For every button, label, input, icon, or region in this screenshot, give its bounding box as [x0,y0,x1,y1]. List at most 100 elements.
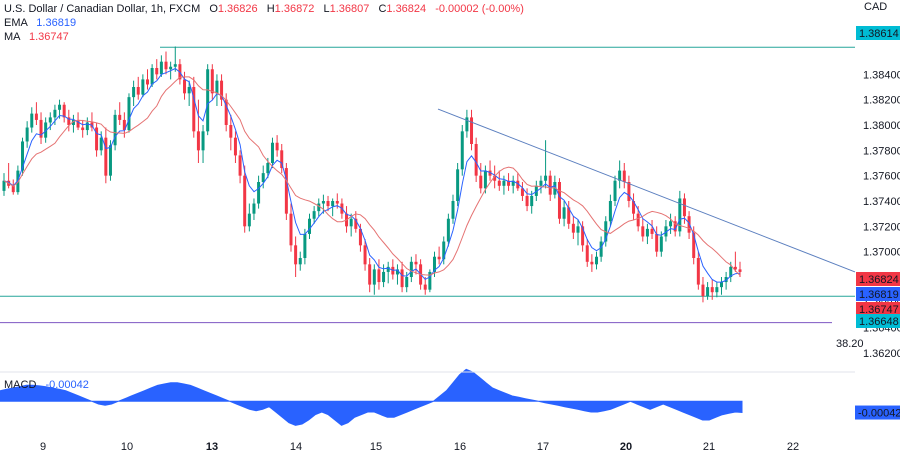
candle [655,226,659,257]
candle [187,80,191,106]
candle [141,74,145,98]
candle [502,175,506,195]
candle [238,150,242,184]
ma-value: 1.36747 [28,31,69,43]
candle-body [187,87,191,94]
candle-body [497,180,501,186]
low-label: L [323,3,330,15]
candle-body [632,201,636,214]
candle [442,236,446,265]
candle-body [81,127,85,131]
candle [377,259,381,290]
price-tag-bg [856,314,900,328]
candle-body [122,119,126,131]
candle-body [294,245,298,265]
candle-body [382,271,386,283]
candle [280,144,284,174]
candle-body [354,218,358,229]
candle [571,216,575,239]
price-tag: 1.36824 [856,272,900,286]
candle [136,76,140,100]
candle-body [636,213,640,227]
candle-body [595,256,599,265]
candle-body [280,150,284,169]
candle-body [729,266,733,277]
candle-body [257,182,261,204]
candle-body [372,269,376,285]
candle-body [659,236,663,252]
candle-body [284,168,288,214]
candle [275,135,279,157]
candle [81,119,85,138]
candle-body [238,155,242,176]
candle-body [692,232,696,258]
candle-body [442,241,446,260]
symbol-legend[interactable]: U.S. Dollar / Canadian Dollar, 1h, FXCM … [4,3,524,15]
candle [539,175,543,194]
candle-body [571,223,575,233]
candle-body [733,266,737,270]
candle-body [446,218,450,242]
candle [576,220,580,246]
candle-body [39,119,43,138]
candle [298,251,302,271]
candle [294,236,298,277]
candle-body [220,80,224,100]
candle [150,64,154,87]
price-tag-bg [856,26,900,40]
candle-body [363,245,367,265]
candle [534,180,538,201]
candle [95,122,99,157]
candle [71,114,75,133]
candles-layer [2,46,742,303]
candle-body [132,87,136,98]
candle [627,175,631,208]
ema-label: EMA [4,17,28,29]
candle [30,107,34,133]
candle-body [530,195,534,207]
x-tick-label: 9 [40,441,46,453]
macd-label: MACD [4,379,37,391]
x-tick-label: 15 [370,441,382,453]
price-tag-label: 1.38614 [859,28,899,40]
price-tag-label: 1.36747 [859,304,899,316]
candle-body [215,80,219,94]
candle [215,74,219,106]
candle-body [210,69,214,94]
candle [2,173,6,196]
candle [608,194,612,227]
candle-body [155,68,159,75]
candle [363,239,367,271]
candle-body [247,213,251,227]
ma-legend[interactable]: MA 1.36747 [4,31,69,43]
candle-body [488,170,492,176]
candle [62,102,66,123]
candle [548,170,552,201]
candle [692,226,696,265]
candle-body [655,233,659,252]
candle [118,102,122,125]
candle [155,59,159,80]
candle [21,137,25,176]
candle [414,254,418,275]
open-label: O [209,3,218,15]
candle [733,251,737,272]
candle [368,258,372,293]
candle-body [266,163,270,174]
candle [183,71,187,100]
candle-body [664,226,668,237]
candle [525,188,529,212]
candle [405,271,409,293]
macd-legend[interactable]: MACD -0.00042 [4,379,89,391]
price-tag-bg [856,302,900,316]
candle-body [229,125,233,138]
x-tick-label: 13 [206,441,218,453]
candle [516,173,520,191]
candle [678,190,682,237]
time-axis[interactable]: 9 10 13 14 15 16 17 20 21 22 [40,441,799,453]
ema-legend[interactable]: EMA 1.36819 [4,17,76,29]
candle-body [618,170,622,181]
candle [460,125,464,176]
